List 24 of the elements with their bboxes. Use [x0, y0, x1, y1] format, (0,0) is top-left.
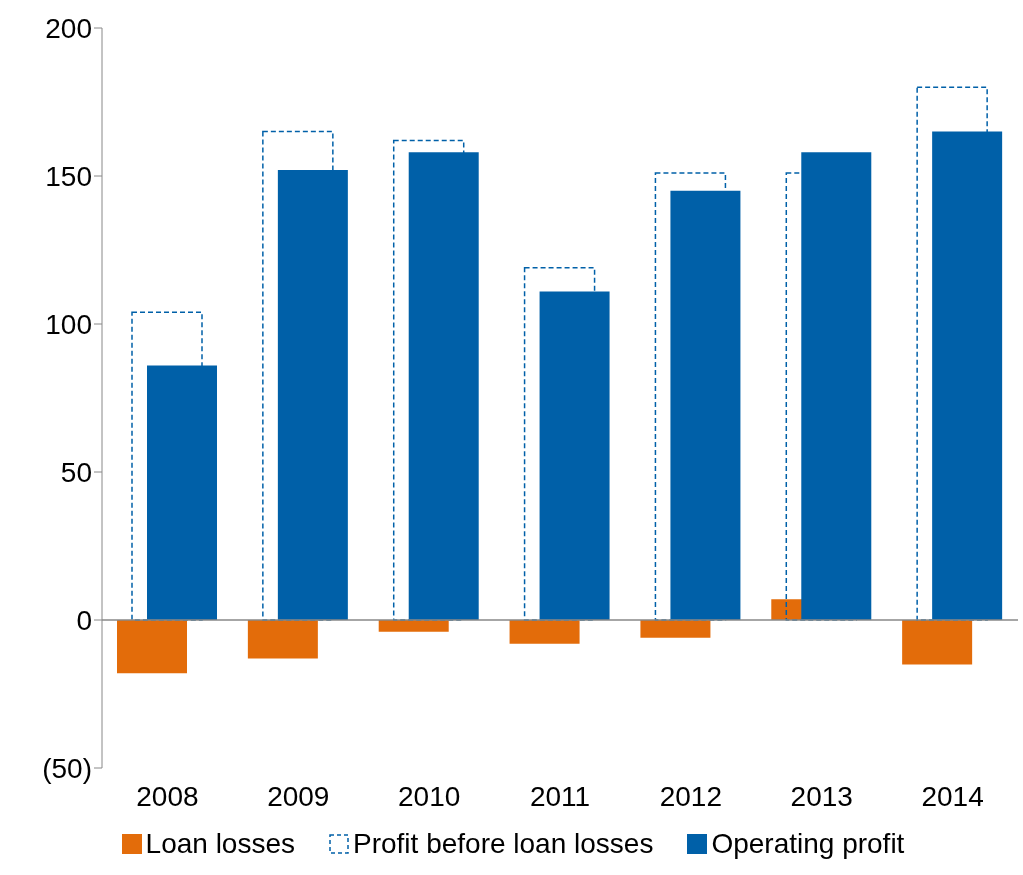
x-tick-label: 2013 [790, 780, 853, 812]
y-tick-label: 100 [45, 308, 92, 340]
x-tick-label: 2011 [529, 780, 591, 812]
bar [247, 620, 318, 659]
bar [801, 152, 872, 620]
legend-label: Loan losses [145, 828, 296, 860]
x-tick-label: 2010 [397, 780, 461, 812]
y-tick-label: 200 [45, 12, 92, 44]
x-tick-label: 2009 [267, 780, 330, 812]
y-tick-label: 50 [60, 456, 92, 488]
bar [670, 190, 741, 620]
legend-label: Profit before loan losses [353, 828, 654, 860]
x-tick-label: 2014 [921, 780, 984, 812]
y-tick-label: 0 [76, 604, 92, 636]
x-tick-label: 2012 [659, 780, 723, 812]
x-tick-label: 2008 [136, 780, 199, 812]
bar [117, 620, 187, 674]
legend-label: Operating profit [711, 828, 905, 860]
bar [640, 620, 711, 638]
y-tick-label: (50) [42, 752, 92, 784]
bar [509, 620, 580, 644]
bar [378, 620, 449, 632]
bar [902, 620, 973, 665]
y-tick-label: 150 [45, 160, 92, 192]
